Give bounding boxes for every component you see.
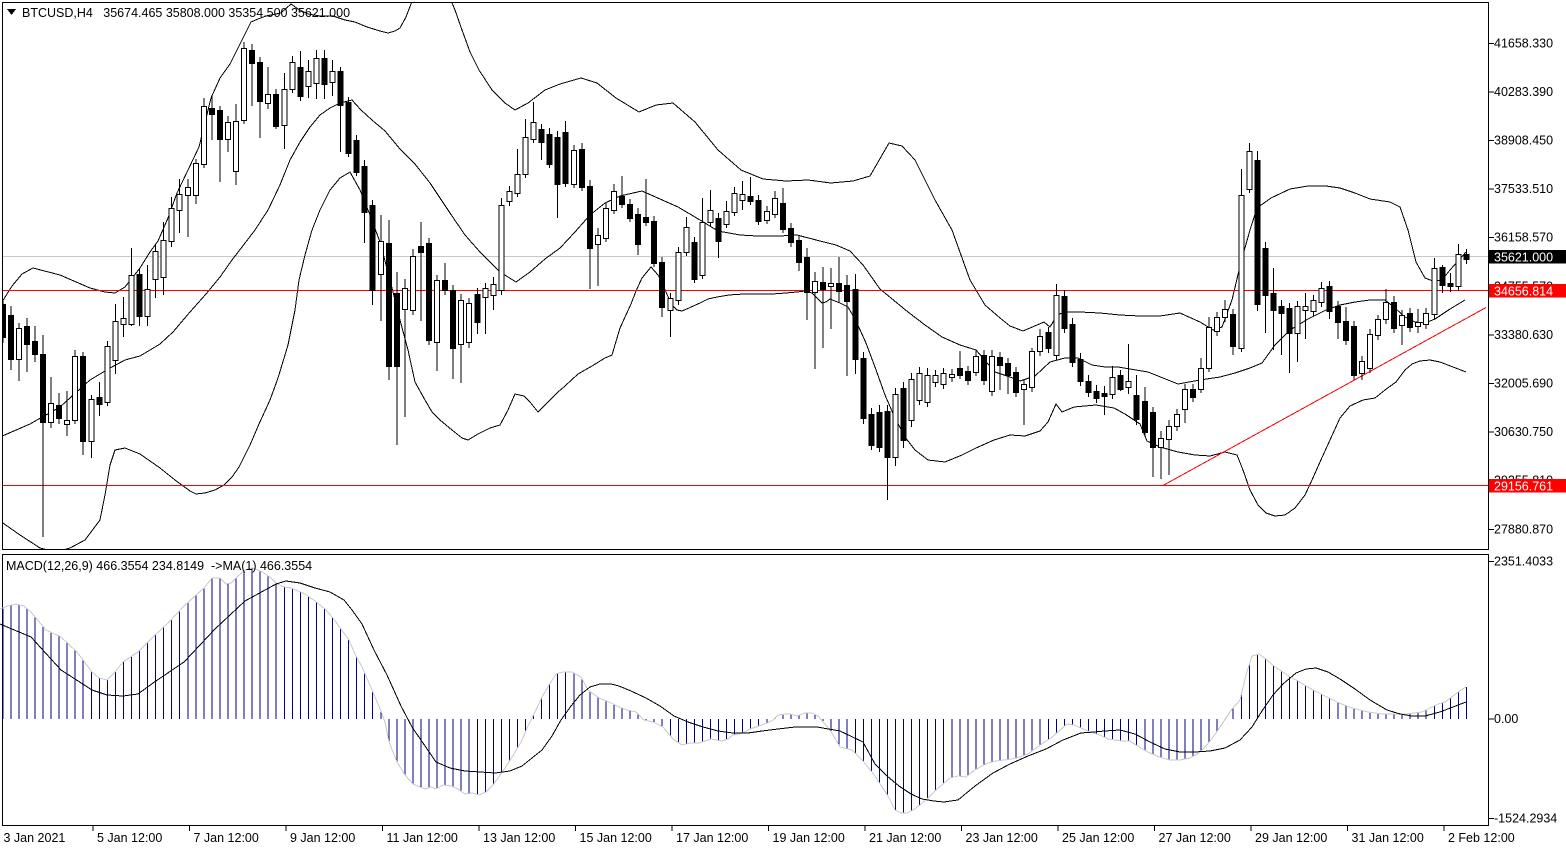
svg-text:11 Jan 12:00: 11 Jan 12:00 xyxy=(387,831,458,845)
svg-text:35621.000: 35621.000 xyxy=(1494,251,1553,265)
svg-text:0.00: 0.00 xyxy=(1494,712,1518,726)
svg-text:MACD(12,26,9) 466.3554 234.814: MACD(12,26,9) 466.3554 234.8149 ->MA(1) … xyxy=(6,559,312,573)
svg-text:30630.750: 30630.750 xyxy=(1494,425,1553,439)
svg-text:37533.510: 37533.510 xyxy=(1494,182,1553,196)
svg-text:5 Jan 12:00: 5 Jan 12:00 xyxy=(97,831,162,845)
svg-text:29 Jan 12:00: 29 Jan 12:00 xyxy=(1255,831,1327,845)
svg-text:15 Jan 12:00: 15 Jan 12:00 xyxy=(580,831,652,845)
svg-text:29156.761: 29156.761 xyxy=(1494,480,1553,494)
svg-text:31 Jan 12:00: 31 Jan 12:00 xyxy=(1352,831,1424,845)
svg-text:13 Jan 12:00: 13 Jan 12:00 xyxy=(483,831,555,845)
svg-text:7 Jan 12:00: 7 Jan 12:00 xyxy=(194,831,259,845)
svg-text:27 Jan 12:00: 27 Jan 12:00 xyxy=(1159,831,1231,845)
svg-text:36158.570: 36158.570 xyxy=(1494,231,1553,245)
svg-text:2 Feb 12:00: 2 Feb 12:00 xyxy=(1448,831,1515,845)
svg-text:23 Jan 12:00: 23 Jan 12:00 xyxy=(966,831,1038,845)
svg-text:3 Jan 2021: 3 Jan 2021 xyxy=(4,831,66,845)
svg-text:33380.630: 33380.630 xyxy=(1494,328,1553,342)
svg-text:17 Jan 12:00: 17 Jan 12:00 xyxy=(676,831,748,845)
svg-text:21 Jan 12:00: 21 Jan 12:00 xyxy=(869,831,941,845)
svg-text:41658.330: 41658.330 xyxy=(1494,36,1553,50)
svg-text:-1524.2934: -1524.2934 xyxy=(1494,812,1557,826)
svg-text:27880.870: 27880.870 xyxy=(1494,522,1553,536)
svg-text:38908.450: 38908.450 xyxy=(1494,134,1553,148)
svg-text:32005.690: 32005.690 xyxy=(1494,377,1553,391)
svg-text:2351.4033: 2351.4033 xyxy=(1494,555,1553,569)
svg-text:9 Jan 12:00: 9 Jan 12:00 xyxy=(290,831,355,845)
svg-text:19 Jan 12:00: 19 Jan 12:00 xyxy=(773,831,845,845)
svg-text:BTCUSD,H4 35674.465 35808.00: BTCUSD,H4 35674.465 35808.000 35354.500 … xyxy=(22,6,350,20)
svg-text:25 Jan 12:00: 25 Jan 12:00 xyxy=(1062,831,1134,845)
svg-text:34656.814: 34656.814 xyxy=(1494,285,1553,299)
svg-text:40283.390: 40283.390 xyxy=(1494,85,1553,99)
